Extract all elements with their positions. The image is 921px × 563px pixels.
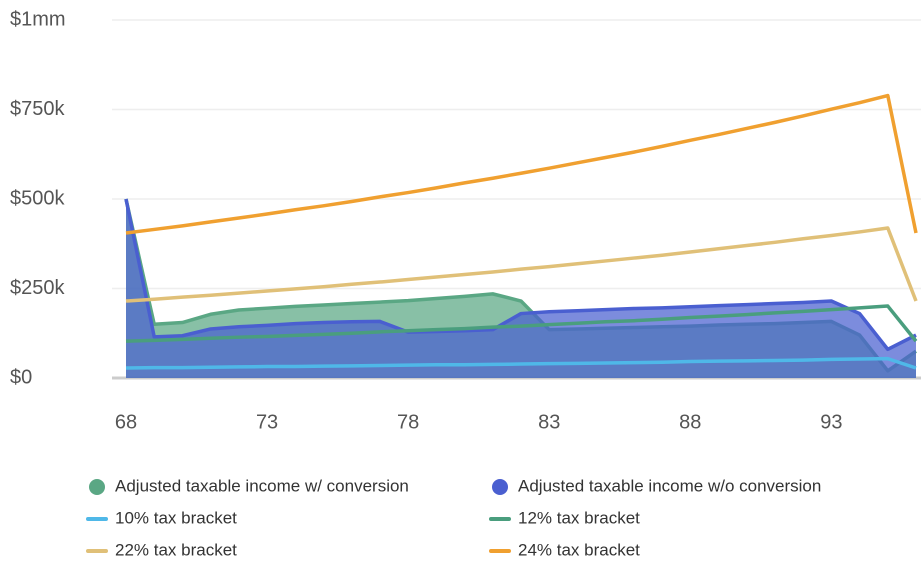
x-tick-label: 78: [397, 411, 419, 433]
y-tick-label: $1mm: [10, 8, 66, 30]
legend-label: 24% tax bracket: [518, 540, 640, 559]
legend-label: 22% tax bracket: [115, 540, 237, 559]
y-tick-label: $750k: [10, 98, 65, 120]
y-tick-label: $500k: [10, 187, 65, 209]
legend-label: 12% tax bracket: [518, 508, 640, 527]
x-tick-label: 88: [679, 411, 701, 433]
x-tick-label: 68: [115, 411, 137, 433]
legend-marker: [492, 479, 508, 495]
series-line: [125, 304, 918, 343]
x-tick-label: 73: [256, 411, 278, 433]
series-line: [124, 198, 917, 352]
legend-label: Adjusted taxable income w/o conversion: [518, 476, 821, 495]
series-line: [125, 226, 918, 303]
y-tick-label: $0: [10, 366, 32, 388]
series-line: [125, 93, 918, 235]
legend-label: Adjusted taxable income w/ conversion: [115, 476, 409, 495]
x-tick-label: 93: [820, 411, 842, 433]
y-tick-label: $250k: [10, 277, 65, 299]
legend-label: 10% tax bracket: [115, 508, 237, 527]
series-line: [125, 356, 917, 370]
legend-marker: [89, 479, 105, 495]
x-tick-label: 83: [538, 411, 560, 433]
